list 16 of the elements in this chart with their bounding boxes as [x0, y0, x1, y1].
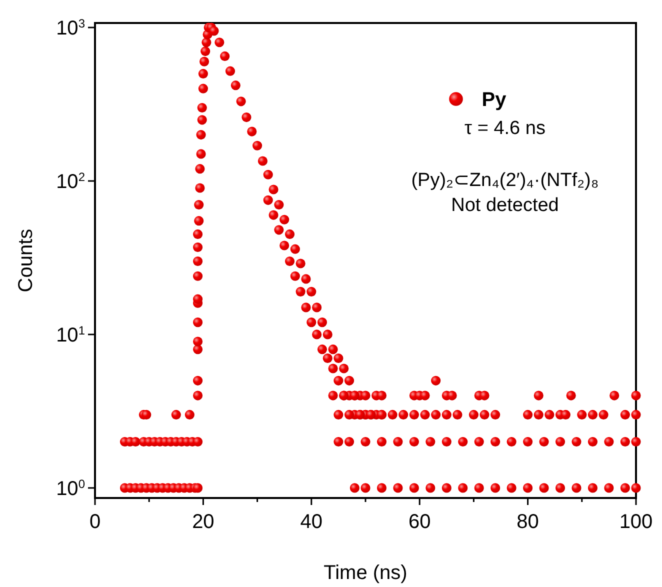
x-tick-label: 80	[516, 511, 539, 533]
annotation: Not detected	[451, 195, 559, 216]
y-tick-label: 10$^{1}$	[56, 323, 86, 346]
x-tick-label: 20	[192, 511, 214, 533]
y-axis-title: Counts	[15, 228, 37, 292]
annotation: τ = 4.6 ns	[464, 118, 546, 139]
x-axis-title: Time (ns)	[324, 562, 408, 584]
y-tick-label: 10$^{3}$	[56, 16, 86, 40]
x-tick-label: 40	[300, 511, 323, 533]
annotation: (Py)₂⊂Zn₄(2′)₄·(NTf₂)₈	[411, 170, 599, 191]
x-tick-label: 100	[619, 511, 653, 533]
legend-label: Py	[482, 89, 508, 111]
y-tick-label: 10$^{2}$	[56, 170, 86, 193]
y-tick-label: 10$^{0}$	[56, 476, 86, 500]
x-tick-label: 0	[89, 511, 101, 533]
x-tick-label: 60	[408, 511, 431, 533]
